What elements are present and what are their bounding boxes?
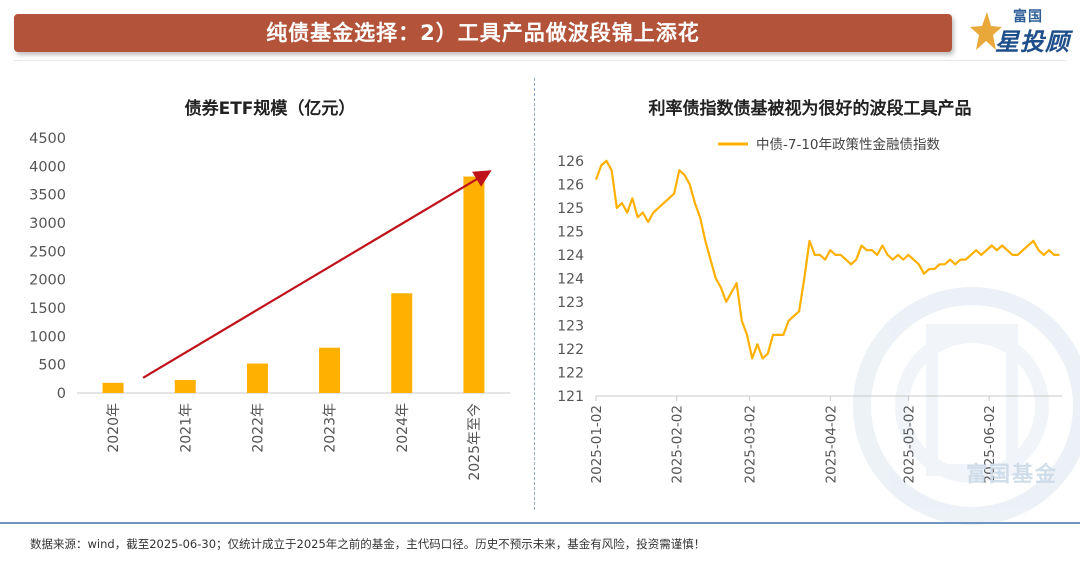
y-tick-label: 122 [557, 365, 584, 381]
watermark-logo [853, 287, 1080, 525]
y-tick-label: 123 [557, 318, 584, 334]
x-tick-label: 2021年 [178, 403, 194, 453]
y-tick-label: 3000 [29, 216, 66, 232]
series-line [594, 159, 1060, 360]
bar [246, 363, 268, 393]
header-divider [14, 60, 1066, 61]
y-tick-label: 2000 [29, 273, 66, 289]
x-tick-label: 2020年 [106, 403, 122, 453]
brand-top-text: 富国 [1013, 9, 1043, 25]
y-tick-label: 122 [557, 342, 584, 358]
y-tick-label: 124 [557, 271, 584, 287]
panel-divider [534, 78, 535, 510]
bar [463, 176, 485, 393]
brand-main-text: 星投顾 [995, 28, 1070, 56]
x-tick-label: 2025-03-02 [743, 405, 759, 483]
star-icon [970, 12, 1002, 50]
y-tick-label: 126 [557, 177, 584, 193]
x-tick-label: 2025-01-02 [589, 405, 605, 483]
footer-divider [0, 522, 1080, 524]
trend-arrow [142, 170, 492, 379]
title-banner: 纯债基金选择：2）工具产品做波段锦上添花 [14, 14, 952, 52]
y-tick-label: 124 [557, 248, 584, 264]
line-chart: 121 122 122 123 123 124 124 125 125 126 126 2025-01… [557, 136, 1080, 525]
y-tick-label: 126 [557, 154, 584, 170]
page-title: 纯债基金选择：2）工具产品做波段锦上添花 [266, 21, 700, 45]
x-tick-label: 2023年 [323, 403, 339, 453]
footnote: 数据来源：wind，截至2025-06-30；仅统计成立于2025年之前的基金，… [30, 537, 706, 551]
x-tick-label: 2025-06-02 [982, 405, 998, 483]
x-tick-label: 2024年 [395, 403, 411, 453]
y-tick-label: 123 [557, 295, 584, 311]
y-tick-label: 500 [38, 358, 66, 374]
x-tick-label: 2025-05-02 [901, 405, 917, 483]
y-tick-label: 1000 [29, 329, 66, 345]
line-chart-title: 利率债指数债基被视为很好的波段工具产品 [648, 99, 972, 119]
y-tick-label: 4500 [29, 131, 66, 147]
y-tick-label: 125 [557, 224, 584, 240]
y-tick-label: 2500 [29, 244, 66, 260]
x-tick-label: 2022年 [250, 403, 266, 453]
bar [391, 293, 413, 393]
bar [174, 379, 196, 393]
y-tick-label: 121 [557, 389, 584, 405]
x-tick-label: 2025年至今 [467, 403, 483, 481]
x-tick-label: 2025-04-02 [823, 405, 839, 483]
legend-label: 中债-7-10年政策性金融债指数 [756, 136, 941, 153]
y-tick-label: 125 [557, 201, 584, 217]
y-tick-label: 0 [57, 386, 66, 402]
bar-chart-title: 债券ETF规模（亿元） [184, 99, 356, 119]
y-tick-label: 3500 [29, 188, 66, 204]
x-tick-label: 2025-02-02 [670, 405, 686, 483]
bar-chart: 0 500 1000 1500 2000 2500 3000 3500 4000 4500 2020… [29, 131, 510, 481]
y-tick-label: 4000 [29, 159, 66, 175]
y-tick-label: 1500 [29, 301, 66, 317]
bar [102, 382, 124, 393]
brand-logo: 富国 星投顾 [965, 4, 1075, 56]
bar [319, 347, 341, 393]
watermark-text: 富国基金 [966, 462, 1058, 486]
